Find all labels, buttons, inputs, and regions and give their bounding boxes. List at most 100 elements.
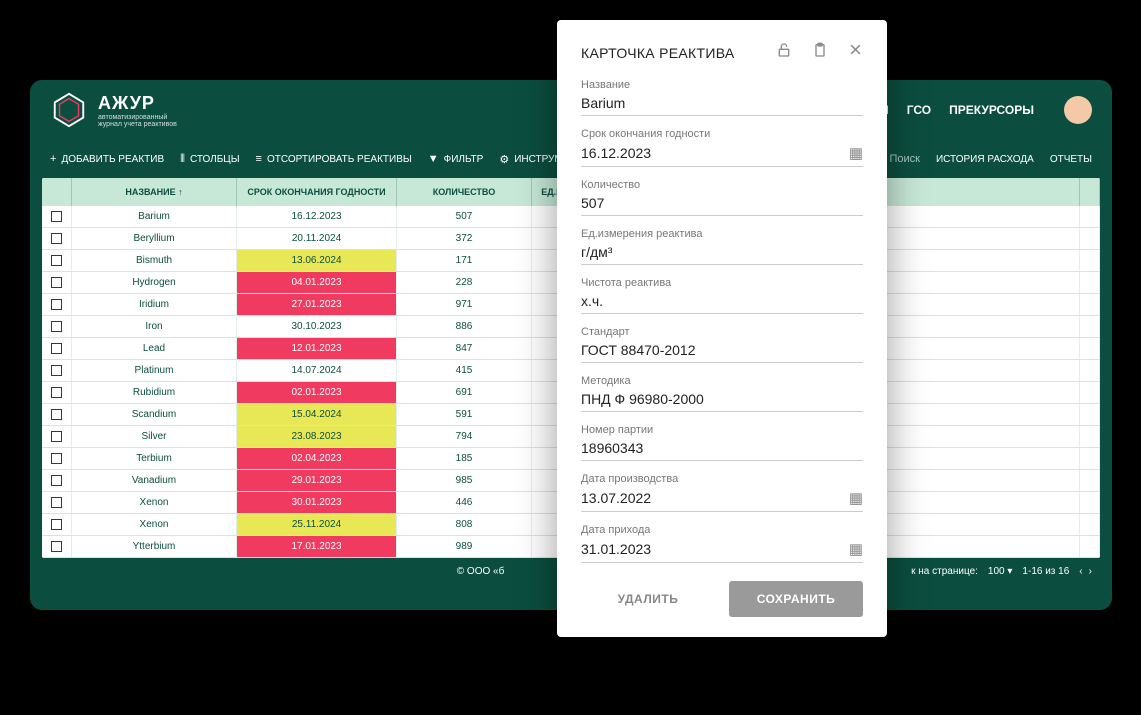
field-batch-value[interactable]: 18960343 [581,440,863,456]
cell-qty: 985 [397,470,532,491]
add-reagent-button[interactable]: +ДОБАВИТЬ РЕАКТИВ [50,153,164,165]
cell-qty: 446 [397,492,532,513]
gear-icon: ⚙ [499,153,509,166]
cell-qty: 886 [397,316,532,337]
cell-name: Xenon [72,492,237,513]
row-checkbox[interactable] [42,404,72,425]
cell-name: Lead [72,338,237,359]
row-checkbox[interactable] [42,228,72,249]
field-method-value[interactable]: ПНД Ф 96980-2000 [581,391,863,407]
columns-button[interactable]: ⦀СТОЛБЦЫ [180,153,239,166]
row-checkbox[interactable] [42,536,72,557]
prev-page-icon[interactable]: ‹ [1079,566,1082,577]
field-purity-label: Чистота реактива [581,277,863,289]
field-unit-value[interactable]: г/дм³ [581,244,863,260]
row-checkbox[interactable] [42,316,72,337]
cell-actions [1080,492,1100,513]
field-name-label: Название [581,79,863,91]
cell-qty: 185 [397,448,532,469]
cell-name: Ytterbium [72,536,237,557]
per-page-select[interactable]: 100 ▾ [988,566,1013,577]
field-qty-label: Количество [581,179,863,191]
field-arrival-value[interactable]: 31.01.2023 [581,541,849,557]
field-purity-value[interactable]: х.ч. [581,293,863,309]
calendar-icon[interactable]: ▦ [849,489,863,507]
cell-qty: 415 [397,360,532,381]
th-expiry[interactable]: СРОК ОКОНЧАНИЯ ГОДНОСТИ [237,178,397,206]
row-checkbox[interactable] [42,272,72,293]
cell-qty: 507 [397,206,532,227]
cell-qty: 372 [397,228,532,249]
page-range: 1-16 из 16 [1022,566,1069,577]
row-checkbox[interactable] [42,294,72,315]
calendar-icon[interactable]: ▦ [849,540,863,558]
cell-name: Vanadium [72,470,237,491]
logo-sub1: автоматизированный [98,114,177,121]
row-checkbox[interactable] [42,206,72,227]
row-checkbox[interactable] [42,470,72,491]
next-page-icon[interactable]: › [1089,566,1092,577]
row-checkbox[interactable] [42,426,72,447]
filter-icon: ▼ [428,153,439,165]
row-checkbox[interactable] [42,492,72,513]
logo-title: АЖУР [98,93,177,114]
cell-expiry: 30.01.2023 [237,492,397,513]
cell-actions [1080,404,1100,425]
cell-name: Rubidium [72,382,237,403]
cell-qty: 228 [397,272,532,293]
field-method-label: Методика [581,375,863,387]
row-checkbox[interactable] [42,338,72,359]
cell-expiry: 30.10.2023 [237,316,397,337]
plus-icon: + [50,153,56,165]
filter-button[interactable]: ▼ФИЛЬТР [428,153,484,165]
clipboard-icon[interactable] [812,42,828,63]
cell-expiry: 23.08.2023 [237,426,397,447]
th-qty[interactable]: КОЛИЧЕСТВО [397,178,532,206]
cell-qty: 989 [397,536,532,557]
row-checkbox[interactable] [42,360,72,381]
cell-expiry: 16.12.2023 [237,206,397,227]
th-name[interactable]: НАЗВАНИЕ ↑ [72,178,237,206]
close-icon[interactable] [848,42,863,63]
unlock-icon[interactable] [776,42,792,63]
row-checkbox[interactable] [42,250,72,271]
cell-actions [1080,228,1100,249]
cell-actions [1080,316,1100,337]
cell-actions [1080,514,1100,535]
cell-expiry: 02.04.2023 [237,448,397,469]
row-checkbox[interactable] [42,382,72,403]
cell-name: Xenon [72,514,237,535]
cell-expiry: 20.11.2024 [237,228,397,249]
field-prod-date-value[interactable]: 13.07.2022 [581,490,849,506]
row-checkbox[interactable] [42,514,72,535]
cell-qty: 794 [397,426,532,447]
nav-gso[interactable]: ГСО [907,103,931,117]
calendar-icon[interactable]: ▦ [849,144,863,162]
cell-qty: 808 [397,514,532,535]
cell-actions [1080,470,1100,491]
cell-expiry: 12.01.2023 [237,338,397,359]
save-button[interactable]: СОХРАНИТЬ [729,581,863,617]
row-checkbox[interactable] [42,448,72,469]
nav-precursors[interactable]: ПРЕКУРСОРЫ [949,103,1034,117]
cell-expiry: 15.04.2024 [237,404,397,425]
cell-name: Bismuth [72,250,237,271]
history-button[interactable]: ИСТОРИЯ РАСХОДА [936,154,1034,165]
cell-actions [1080,294,1100,315]
field-expiry-value[interactable]: 16.12.2023 [581,145,849,161]
cell-actions [1080,448,1100,469]
th-checkbox [42,178,72,206]
field-expiry-label: Срок окончания годности [581,128,863,140]
cell-expiry: 02.01.2023 [237,382,397,403]
field-standard-value[interactable]: ГОСТ 88470-2012 [581,342,863,358]
sort-button[interactable]: ≡ОТСОРТИРОВАТЬ РЕАКТИВЫ [256,153,412,165]
reports-button[interactable]: ОТЧЕТЫ [1050,154,1092,165]
field-name-value[interactable]: Barium [581,95,863,111]
avatar[interactable] [1064,96,1092,124]
copyright: © ООО «б [457,566,505,577]
field-qty-value[interactable]: 507 [581,195,863,211]
logo-sub2: журнал учета реактивов [98,121,177,128]
delete-button[interactable]: УДАЛИТЬ [581,581,715,617]
cell-expiry: 29.01.2023 [237,470,397,491]
th-actions [1080,178,1100,206]
